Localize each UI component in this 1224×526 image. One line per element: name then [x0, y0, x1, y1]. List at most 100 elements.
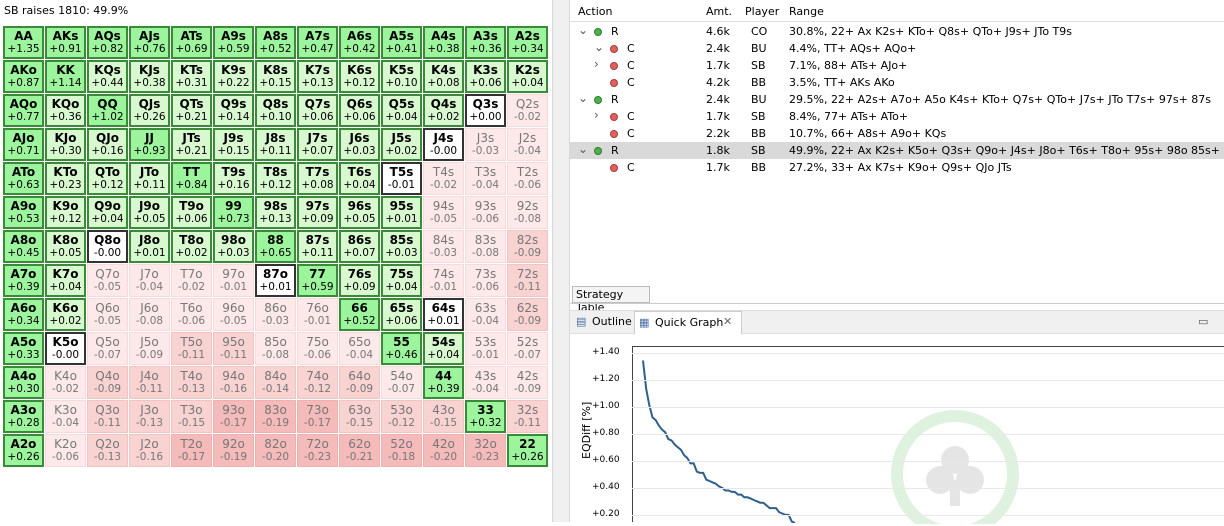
- hand-cell[interactable]: 22 +0.26: [507, 434, 548, 467]
- hand-cell[interactable]: 92s -0.08: [507, 196, 548, 229]
- hand-cell[interactable]: Q6o -0.05: [87, 298, 128, 331]
- hand-cell[interactable]: 83o -0.19: [255, 400, 296, 433]
- hand-cell[interactable]: AKs +0.91: [45, 26, 86, 59]
- hand-cell[interactable]: 72s -0.11: [507, 264, 548, 297]
- tree-toggle-icon[interactable]: ⌄: [578, 23, 589, 37]
- hand-cell[interactable]: 96s +0.05: [339, 196, 380, 229]
- hand-cell[interactable]: 93o -0.17: [213, 400, 254, 433]
- hand-cell[interactable]: 53s -0.01: [465, 332, 506, 365]
- hand-cell[interactable]: Q3o -0.11: [87, 400, 128, 433]
- hand-cell[interactable]: 83s -0.08: [465, 230, 506, 263]
- hand-cell[interactable]: 65s +0.06: [381, 298, 422, 331]
- hand-cell[interactable]: K4o -0.02: [45, 366, 86, 399]
- hand-cell[interactable]: K6s +0.12: [339, 60, 380, 93]
- hand-cell[interactable]: T7o -0.02: [171, 264, 212, 297]
- hand-cell[interactable]: 42s -0.09: [507, 366, 548, 399]
- hand-cell[interactable]: 32s -0.11: [507, 400, 548, 433]
- hand-cell[interactable]: KK +1.14: [45, 60, 86, 93]
- hand-cell[interactable]: AKo +0.87: [3, 60, 44, 93]
- hand-cell[interactable]: 62o -0.21: [339, 434, 380, 467]
- hand-cell[interactable]: 66 +0.52: [339, 298, 380, 331]
- hand-cell[interactable]: T2s -0.06: [507, 162, 548, 195]
- hand-cell[interactable]: 42o -0.20: [423, 434, 464, 467]
- hand-cell[interactable]: K3o -0.04: [45, 400, 86, 433]
- strategy-table-row[interactable]: C 4.2k BB 3.5%, TT+ AKs AKo: [570, 74, 1224, 91]
- hand-cell[interactable]: T6s +0.04: [339, 162, 380, 195]
- hand-cell[interactable]: 84o -0.14: [255, 366, 296, 399]
- hand-cell[interactable]: KTs +0.31: [171, 60, 212, 93]
- hand-cell[interactable]: 74o -0.12: [297, 366, 338, 399]
- hand-cell[interactable]: J9o +0.05: [129, 196, 170, 229]
- hand-cell[interactable]: T4o -0.13: [171, 366, 212, 399]
- column-header-action[interactable]: Action: [578, 5, 613, 18]
- hand-cell[interactable]: 82o -0.20: [255, 434, 296, 467]
- hand-cell[interactable]: 92o -0.19: [213, 434, 254, 467]
- strategy-table-row[interactable]: C 2.2k BB 10.7%, 66+ A8s+ A9o+ KQs: [570, 125, 1224, 142]
- hand-cell[interactable]: QTs +0.21: [171, 94, 212, 127]
- column-header-range[interactable]: Range: [789, 5, 824, 18]
- hand-cell[interactable]: TT +0.84: [171, 162, 212, 195]
- hand-cell[interactable]: J5o -0.09: [129, 332, 170, 365]
- hand-cell[interactable]: A4s +0.38: [423, 26, 464, 59]
- hand-cell[interactable]: 75o -0.06: [297, 332, 338, 365]
- hand-cell[interactable]: 97o -0.01: [213, 264, 254, 297]
- hand-cell[interactable]: 64s +0.01: [423, 298, 464, 331]
- hand-cell[interactable]: K3s +0.06: [465, 60, 506, 93]
- hand-cell[interactable]: 54s +0.04: [423, 332, 464, 365]
- hand-cell[interactable]: Q4o -0.09: [87, 366, 128, 399]
- hand-cell[interactable]: 95o -0.11: [213, 332, 254, 365]
- hand-cell[interactable]: 44 +0.39: [423, 366, 464, 399]
- hand-cell[interactable]: K9o +0.12: [45, 196, 86, 229]
- hand-cell[interactable]: 52s -0.07: [507, 332, 548, 365]
- hand-cell[interactable]: 63o -0.15: [339, 400, 380, 433]
- hand-cell[interactable]: J4s -0.00: [423, 128, 464, 161]
- strategy-table-row[interactable]: ⌄ R 1.8k SB 49.9%, 22+ Ax K2s+ K5o+ Q3s+ Q9o…: [570, 142, 1224, 159]
- hand-cell[interactable]: T5s -0.01: [381, 162, 422, 195]
- hand-cell[interactable]: JJ +0.93: [129, 128, 170, 161]
- hand-cell[interactable]: 95s +0.01: [381, 196, 422, 229]
- hand-cell[interactable]: Q4s +0.02: [423, 94, 464, 127]
- tab-strategy-table[interactable]: Strategy Table: [572, 286, 650, 314]
- hand-cell[interactable]: AQo +0.77: [3, 94, 44, 127]
- close-icon[interactable]: ✕: [723, 315, 733, 328]
- hand-cell[interactable]: 64o -0.09: [339, 366, 380, 399]
- hand-cell[interactable]: A3o +0.28: [3, 400, 44, 433]
- hand-cell[interactable]: QJo +0.16: [87, 128, 128, 161]
- hand-cell[interactable]: KQo +0.36: [45, 94, 86, 127]
- hand-cell[interactable]: Q5s +0.04: [381, 94, 422, 127]
- hand-cell[interactable]: 52o -0.18: [381, 434, 422, 467]
- hand-cell[interactable]: 73o -0.17: [297, 400, 338, 433]
- hand-cell[interactable]: T7s +0.08: [297, 162, 338, 195]
- hand-cell[interactable]: 85o -0.08: [255, 332, 296, 365]
- hand-cell[interactable]: A9o +0.53: [3, 196, 44, 229]
- hand-cell[interactable]: 62s -0.09: [507, 298, 548, 331]
- hand-cell[interactable]: K5s +0.10: [381, 60, 422, 93]
- strategy-table-row[interactable]: C 1.7k BB 27.2%, 33+ Ax K7s+ K9o+ Q9s+ QJo …: [570, 159, 1224, 176]
- hand-cell[interactable]: 72o -0.23: [297, 434, 338, 467]
- hand-cell[interactable]: J6o -0.08: [129, 298, 170, 331]
- hand-cell[interactable]: 98s +0.13: [255, 196, 296, 229]
- hand-cell[interactable]: A8s +0.52: [255, 26, 296, 59]
- hand-cell[interactable]: AJo +0.71: [3, 128, 44, 161]
- hand-cell[interactable]: 87o +0.01: [255, 264, 296, 297]
- hand-cell[interactable]: 97s +0.09: [297, 196, 338, 229]
- hand-cell[interactable]: 86o -0.03: [255, 298, 296, 331]
- hand-cell[interactable]: AJs +0.76: [129, 26, 170, 59]
- hand-cell[interactable]: Q9s +0.14: [213, 94, 254, 127]
- hand-cell[interactable]: T9s +0.16: [213, 162, 254, 195]
- hand-cell[interactable]: A6o +0.34: [3, 298, 44, 331]
- hand-cell[interactable]: ATo +0.63: [3, 162, 44, 195]
- strategy-table-row[interactable]: › C 1.7k SB 8.4%, 77+ ATs+ ATo+: [570, 108, 1224, 125]
- hand-cell[interactable]: 32o -0.23: [465, 434, 506, 467]
- hand-cell[interactable]: K9s +0.22: [213, 60, 254, 93]
- hand-cell[interactable]: J3o -0.13: [129, 400, 170, 433]
- hand-cell[interactable]: K8s +0.15: [255, 60, 296, 93]
- hand-cell[interactable]: T2o -0.17: [171, 434, 212, 467]
- hand-cell[interactable]: 76s +0.09: [339, 264, 380, 297]
- hand-cell[interactable]: 93s -0.06: [465, 196, 506, 229]
- hand-cell[interactable]: A7s +0.47: [297, 26, 338, 59]
- hand-cell[interactable]: 77 +0.59: [297, 264, 338, 297]
- hand-cell[interactable]: T6o -0.06: [171, 298, 212, 331]
- hand-cell[interactable]: K6o +0.02: [45, 298, 86, 331]
- hand-cell[interactable]: Q5o -0.07: [87, 332, 128, 365]
